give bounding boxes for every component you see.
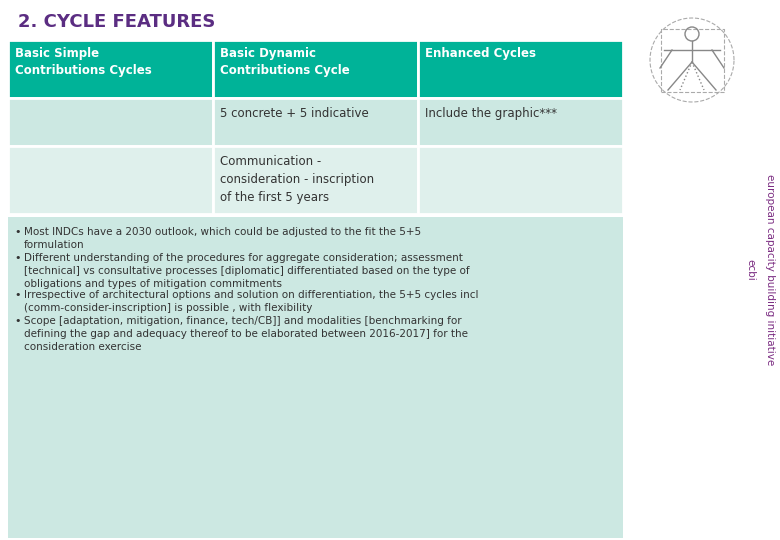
Bar — [8, 146, 213, 214]
Bar — [8, 40, 213, 98]
Text: Basic Dynamic
Contributions Cycle: Basic Dynamic Contributions Cycle — [220, 47, 349, 77]
Text: Irrespective of architectural options and solution on differentiation, the 5+5 c: Irrespective of architectural options an… — [24, 289, 478, 313]
Text: ecbi: ecbi — [745, 259, 755, 281]
Bar — [213, 146, 418, 214]
Text: 5 concrete + 5 indicative: 5 concrete + 5 indicative — [220, 107, 369, 120]
Text: •: • — [14, 253, 20, 263]
Bar — [418, 98, 623, 146]
Text: •: • — [14, 315, 20, 326]
Bar — [418, 40, 623, 98]
Text: Include the graphic***: Include the graphic*** — [425, 107, 557, 120]
Bar — [8, 98, 213, 146]
Text: Scope [adaptation, mitigation, finance, tech/CB]] and modalities [benchmarking f: Scope [adaptation, mitigation, finance, … — [24, 315, 468, 352]
Text: Communication -
consideration - inscription
of the first 5 years: Communication - consideration - inscript… — [220, 155, 374, 204]
Text: Basic Simple
Contributions Cycles: Basic Simple Contributions Cycles — [15, 47, 152, 77]
Bar — [213, 40, 418, 98]
Bar — [213, 98, 418, 146]
Text: •: • — [14, 227, 20, 237]
Text: 2. CYCLE FEATURES: 2. CYCLE FEATURES — [18, 13, 215, 31]
Bar — [8, 217, 623, 538]
Text: Most INDCs have a 2030 outlook, which could be adjusted to the fit the 5+5
formu: Most INDCs have a 2030 outlook, which co… — [24, 227, 421, 250]
Text: european capacity building initiative: european capacity building initiative — [765, 174, 775, 366]
Text: •: • — [14, 289, 20, 300]
Text: Enhanced Cycles: Enhanced Cycles — [425, 47, 536, 60]
Bar — [635, 0, 780, 540]
Bar — [418, 146, 623, 214]
Text: Different understanding of the procedures for aggregate consideration; assessmen: Different understanding of the procedure… — [24, 253, 470, 289]
